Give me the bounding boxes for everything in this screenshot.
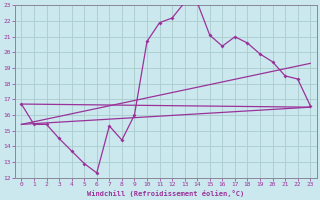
X-axis label: Windchill (Refroidissement éolien,°C): Windchill (Refroidissement éolien,°C) xyxy=(87,190,244,197)
